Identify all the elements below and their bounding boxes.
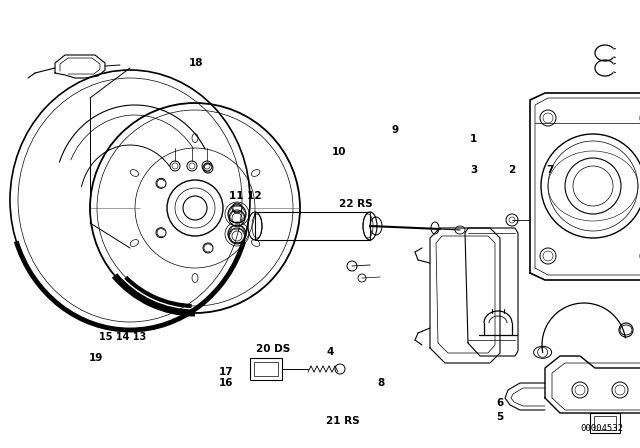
Text: 16: 16 [219, 378, 234, 388]
Bar [594, 416, 616, 430]
Text: 6: 6 [496, 398, 503, 408]
Bar [254, 362, 278, 376]
Text: 5: 5 [496, 412, 503, 422]
Text: 9: 9 [392, 125, 399, 135]
Text: 1: 1 [470, 134, 477, 144]
Text: 19: 19 [88, 353, 102, 363]
Text: 2: 2 [508, 165, 516, 175]
Text: 4: 4 [326, 347, 334, 357]
Text: 20 DS: 20 DS [256, 345, 291, 354]
Text: 10: 10 [332, 147, 346, 157]
Text: 22 RS: 22 RS [339, 199, 373, 209]
Bar [250, 358, 282, 380]
Text: 8: 8 [378, 378, 385, 388]
Text: 7: 7 [547, 165, 554, 175]
Text: 3: 3 [470, 165, 477, 175]
Text: 18: 18 [189, 58, 204, 68]
Text: 11 12: 11 12 [229, 191, 262, 201]
Text: 00004532: 00004532 [580, 424, 623, 433]
Text: 21 RS: 21 RS [326, 416, 360, 426]
Text: 15 14 13: 15 14 13 [99, 332, 147, 342]
Bar [590, 413, 620, 433]
Text: 17: 17 [219, 367, 234, 377]
